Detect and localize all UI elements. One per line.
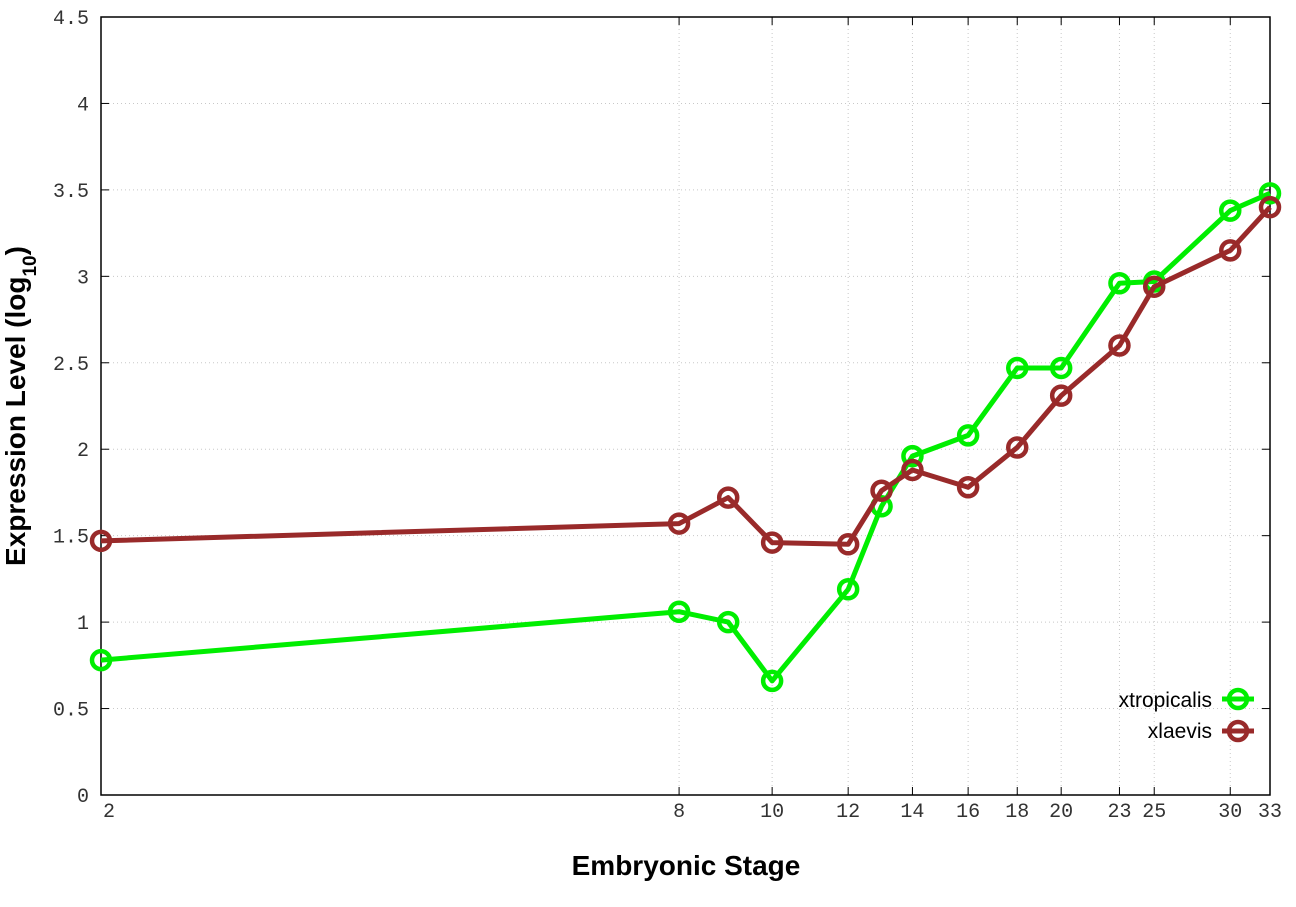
x-axis-title: Embryonic Stage [572,850,801,881]
x-axis-tick-labels: 2 8 10 12 14 16 18 20 23 25 30 33 [103,801,1282,824]
y-tick-label: 3.5 [53,181,89,204]
legend-marker-xlaevis [1226,719,1250,743]
y-tick-label: 2.5 [53,354,89,377]
legend-label-xtropicalis: xtropicalis [1119,689,1212,712]
y-tick-label: 1.5 [53,527,89,550]
data-point-xtropicalis [1049,356,1073,380]
data-point-xlaevis [1108,334,1131,357]
data-point-xtropicalis [901,444,924,468]
y-axis-title-main: Expression Level (log [0,277,31,566]
data-point-xlaevis [760,531,784,554]
plot-frame [100,16,1271,796]
y-axis-tick-labels: 0 0.5 1 1.5 2 2.5 3 3.5 4 4.5 [53,8,89,809]
data-point-xlaevis [667,512,691,535]
data-point-xlaevis [836,533,860,556]
data-point-xtropicalis [1219,199,1242,222]
data-series [89,182,1282,693]
x-tick-label: 10 [760,801,784,824]
data-point-xtropicalis [1005,356,1029,380]
data-point-xtropicalis [716,610,740,634]
axis-ticks [100,16,1271,796]
legend: xtropicalis xlaevis [1119,687,1254,743]
data-point-xlaevis [901,458,924,482]
data-point-xtropicalis [1108,271,1131,295]
legend-marker-xtropicalis [1226,687,1250,711]
y-tick-label: 1 [77,613,89,636]
x-tick-label: 16 [956,801,980,824]
data-point-xlaevis [870,479,893,502]
y-tick-label: 0 [77,786,89,809]
data-point-xlaevis [89,529,113,553]
data-point-xtropicalis [667,600,691,623]
y-tick-label: 0.5 [53,700,89,723]
x-tick-label: 25 [1142,801,1166,824]
y-tick-label: 3 [77,267,89,290]
series-xtropicalis [89,182,1282,693]
data-point-xtropicalis [956,424,980,447]
data-point-xtropicalis [836,578,860,601]
legend-label-xlaevis: xlaevis [1148,720,1212,743]
x-tick-label: 18 [1005,801,1029,824]
data-point-xtropicalis [760,669,784,693]
x-tick-label: 12 [836,801,860,824]
data-point-xlaevis [1005,436,1029,459]
x-tick-label: 33 [1258,801,1282,824]
y-axis-title-subscript: 10 [20,255,41,276]
y-tick-label: 2 [77,440,89,463]
data-point-xlaevis [1049,384,1073,407]
data-point-xlaevis [956,476,980,499]
x-tick-label: 20 [1049,801,1073,824]
data-point-xlaevis [716,486,740,509]
x-tick-label: 23 [1107,801,1131,824]
x-tick-label: 30 [1218,801,1242,824]
x-tick-label: 14 [900,801,924,824]
data-point-xlaevis [1219,239,1242,262]
series-xlaevis [89,195,1282,556]
x-tick-label: 8 [673,801,685,824]
data-point-xtropicalis [1258,182,1282,205]
series-line-xlaevis [100,205,1272,547]
grid [101,17,1270,795]
data-point-xlaevis [1142,275,1166,298]
y-tick-label: 4 [77,94,89,117]
data-point-xlaevis [1258,195,1282,219]
x-tick-label: 2 [103,801,115,824]
y-tick-label: 4.5 [53,8,89,31]
data-point-xtropicalis [89,648,113,672]
y-axis-title: Expression Level (log10) [0,246,41,566]
y-axis-title-close: ) [0,246,31,255]
